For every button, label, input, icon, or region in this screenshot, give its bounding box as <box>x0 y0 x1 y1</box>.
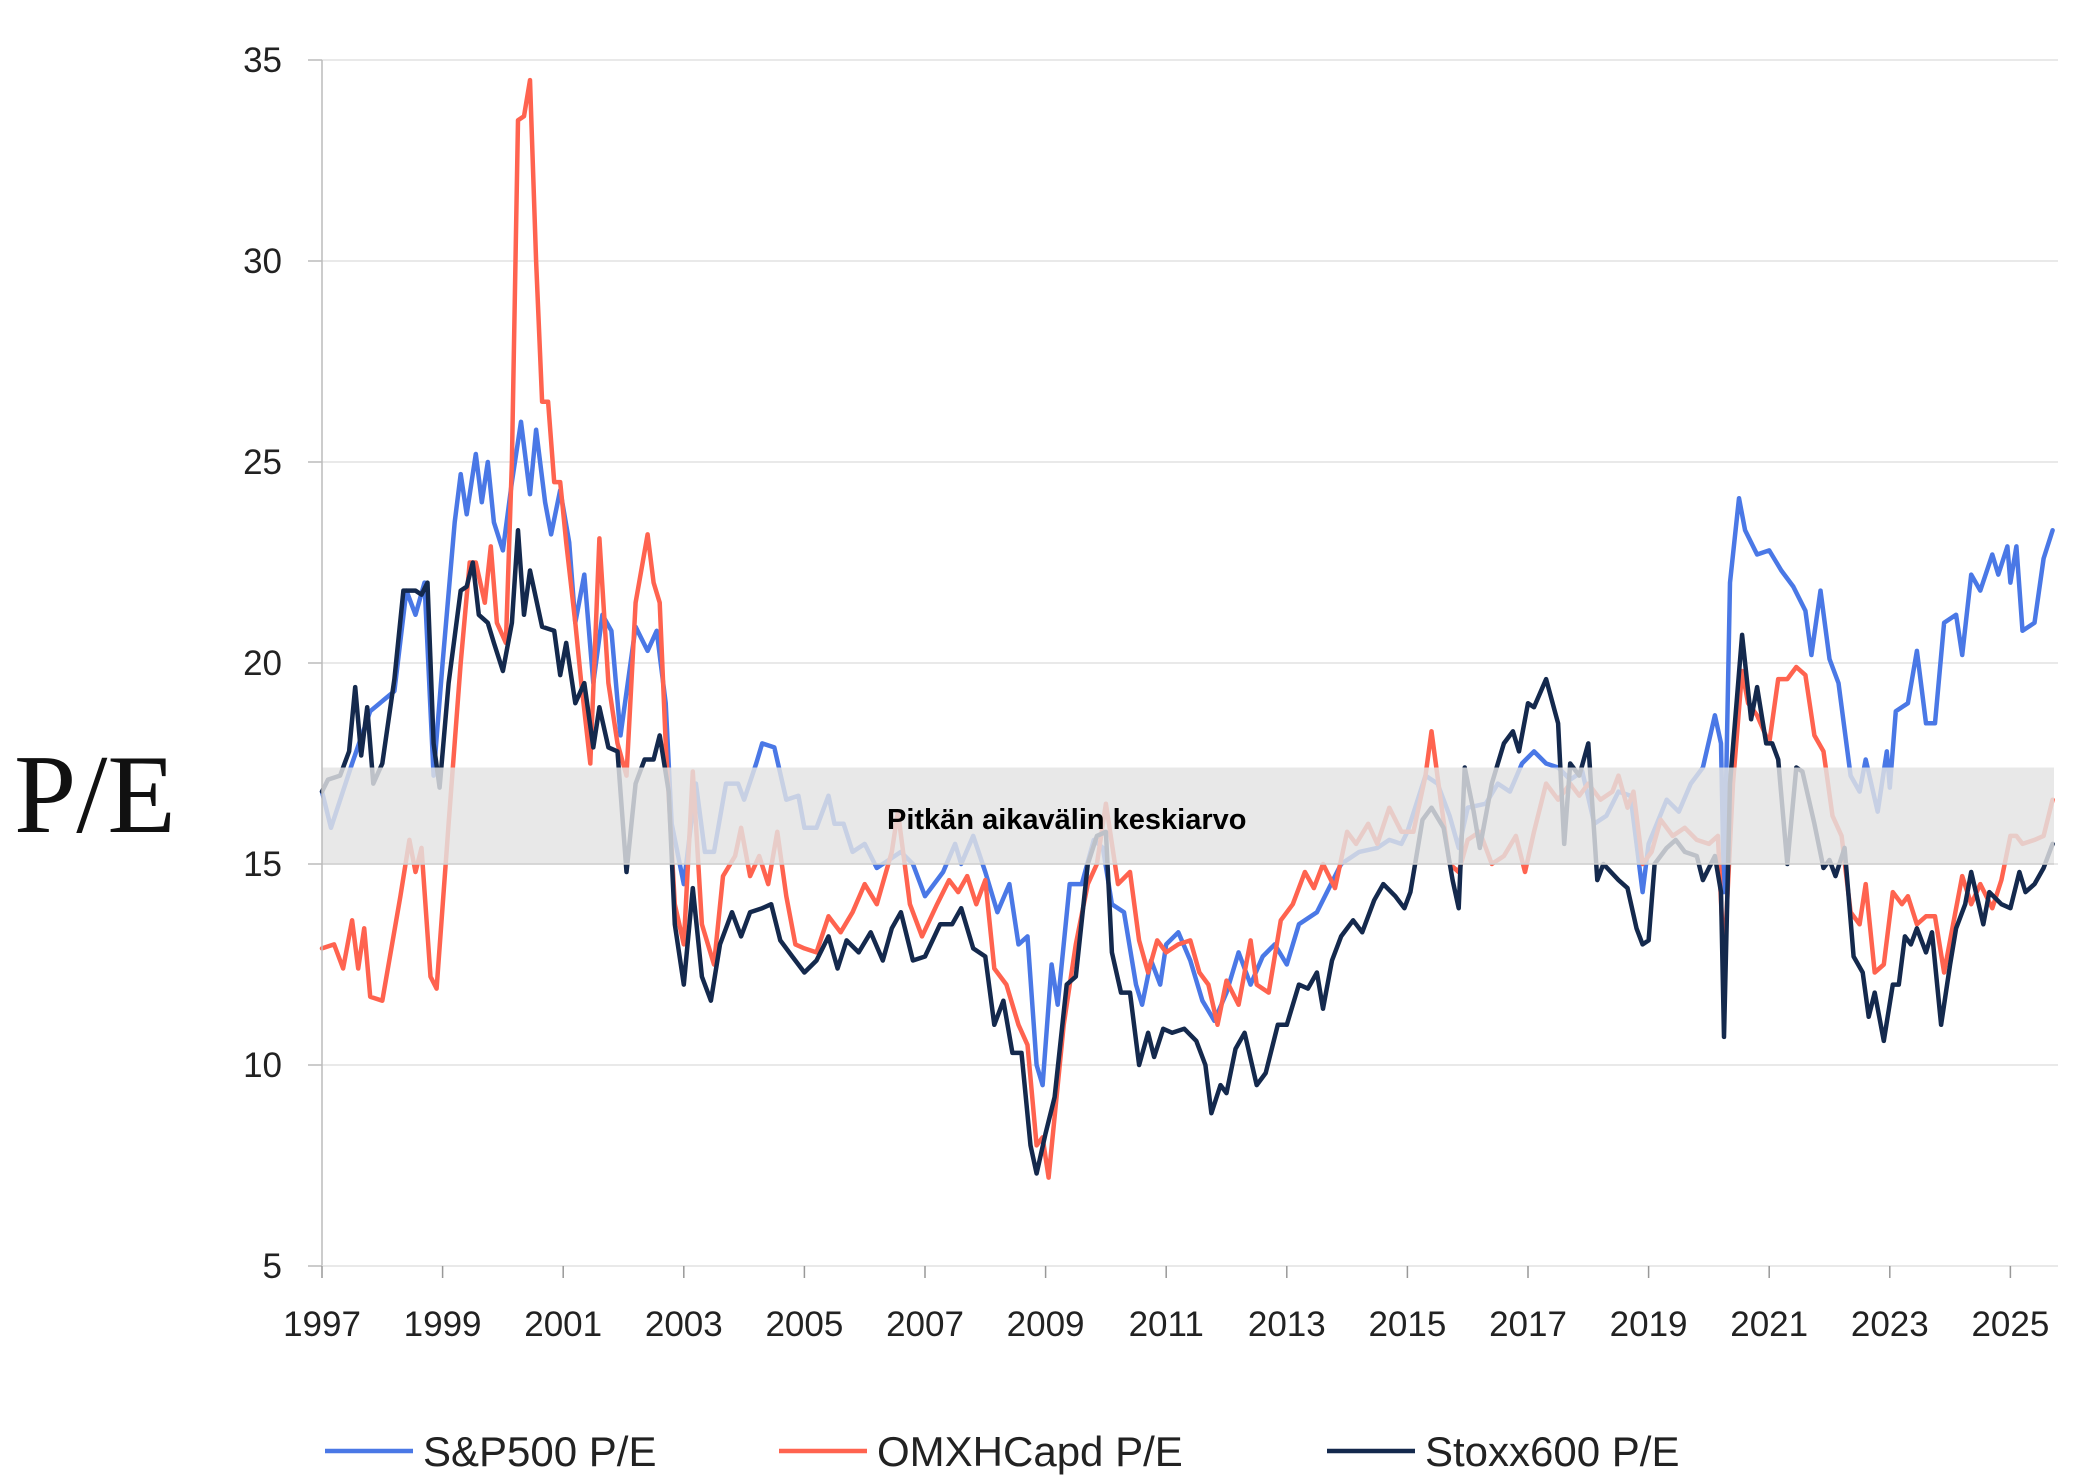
x-tick-label: 2015 <box>1368 1305 1446 1344</box>
series-line-0 <box>319 419 2055 1088</box>
y-tick-label: 20 <box>243 644 282 683</box>
legend-label-1: OMXHCapd P/E <box>877 1428 1183 1475</box>
x-tick-label: 2007 <box>886 1305 964 1344</box>
gridlines <box>322 59 2058 1066</box>
legend-label-0: S&P500 P/E <box>423 1428 656 1475</box>
x-tick-label: 2005 <box>765 1305 843 1344</box>
average-band-rect <box>322 767 2054 864</box>
x-tick-label: 2013 <box>1248 1305 1326 1344</box>
x-tick-label: 2019 <box>1610 1305 1688 1344</box>
y-tick-label: 5 <box>263 1247 282 1286</box>
series-line-1 <box>319 77 2055 1180</box>
y-tick-label: 15 <box>243 845 282 884</box>
x-tick-label: 2011 <box>1129 1305 1204 1344</box>
x-tick-label: 2003 <box>645 1305 723 1344</box>
average-band-label: Pitkän aikavälin keskiarvo <box>887 804 1247 836</box>
x-tick-label: 2025 <box>1971 1305 2049 1344</box>
average-band: Pitkän aikavälin keskiarvo <box>322 767 2054 865</box>
y-tick-label: 35 <box>243 41 282 80</box>
y-tick-label: 10 <box>243 1046 282 1085</box>
x-tick-label: 1999 <box>404 1305 482 1344</box>
x-tick-label: 2017 <box>1489 1305 1567 1344</box>
x-tick-label: 2021 <box>1730 1305 1808 1344</box>
x-tick-label: 2001 <box>524 1305 602 1344</box>
x-tick-label: 2023 <box>1851 1305 1929 1344</box>
x-tick-label: 1997 <box>283 1305 361 1344</box>
y-axis-label: P/E <box>14 733 176 857</box>
y-tick-label: 30 <box>243 242 282 281</box>
legend-label-2: Stoxx600 P/E <box>1425 1428 1679 1475</box>
legend: S&P500 P/E OMXHCapd P/E Stoxx600 P/E <box>325 1428 1679 1475</box>
series-lines <box>319 77 2055 1180</box>
y-tick-label: 25 <box>243 443 282 482</box>
x-tick-label: 2009 <box>1007 1305 1085 1344</box>
